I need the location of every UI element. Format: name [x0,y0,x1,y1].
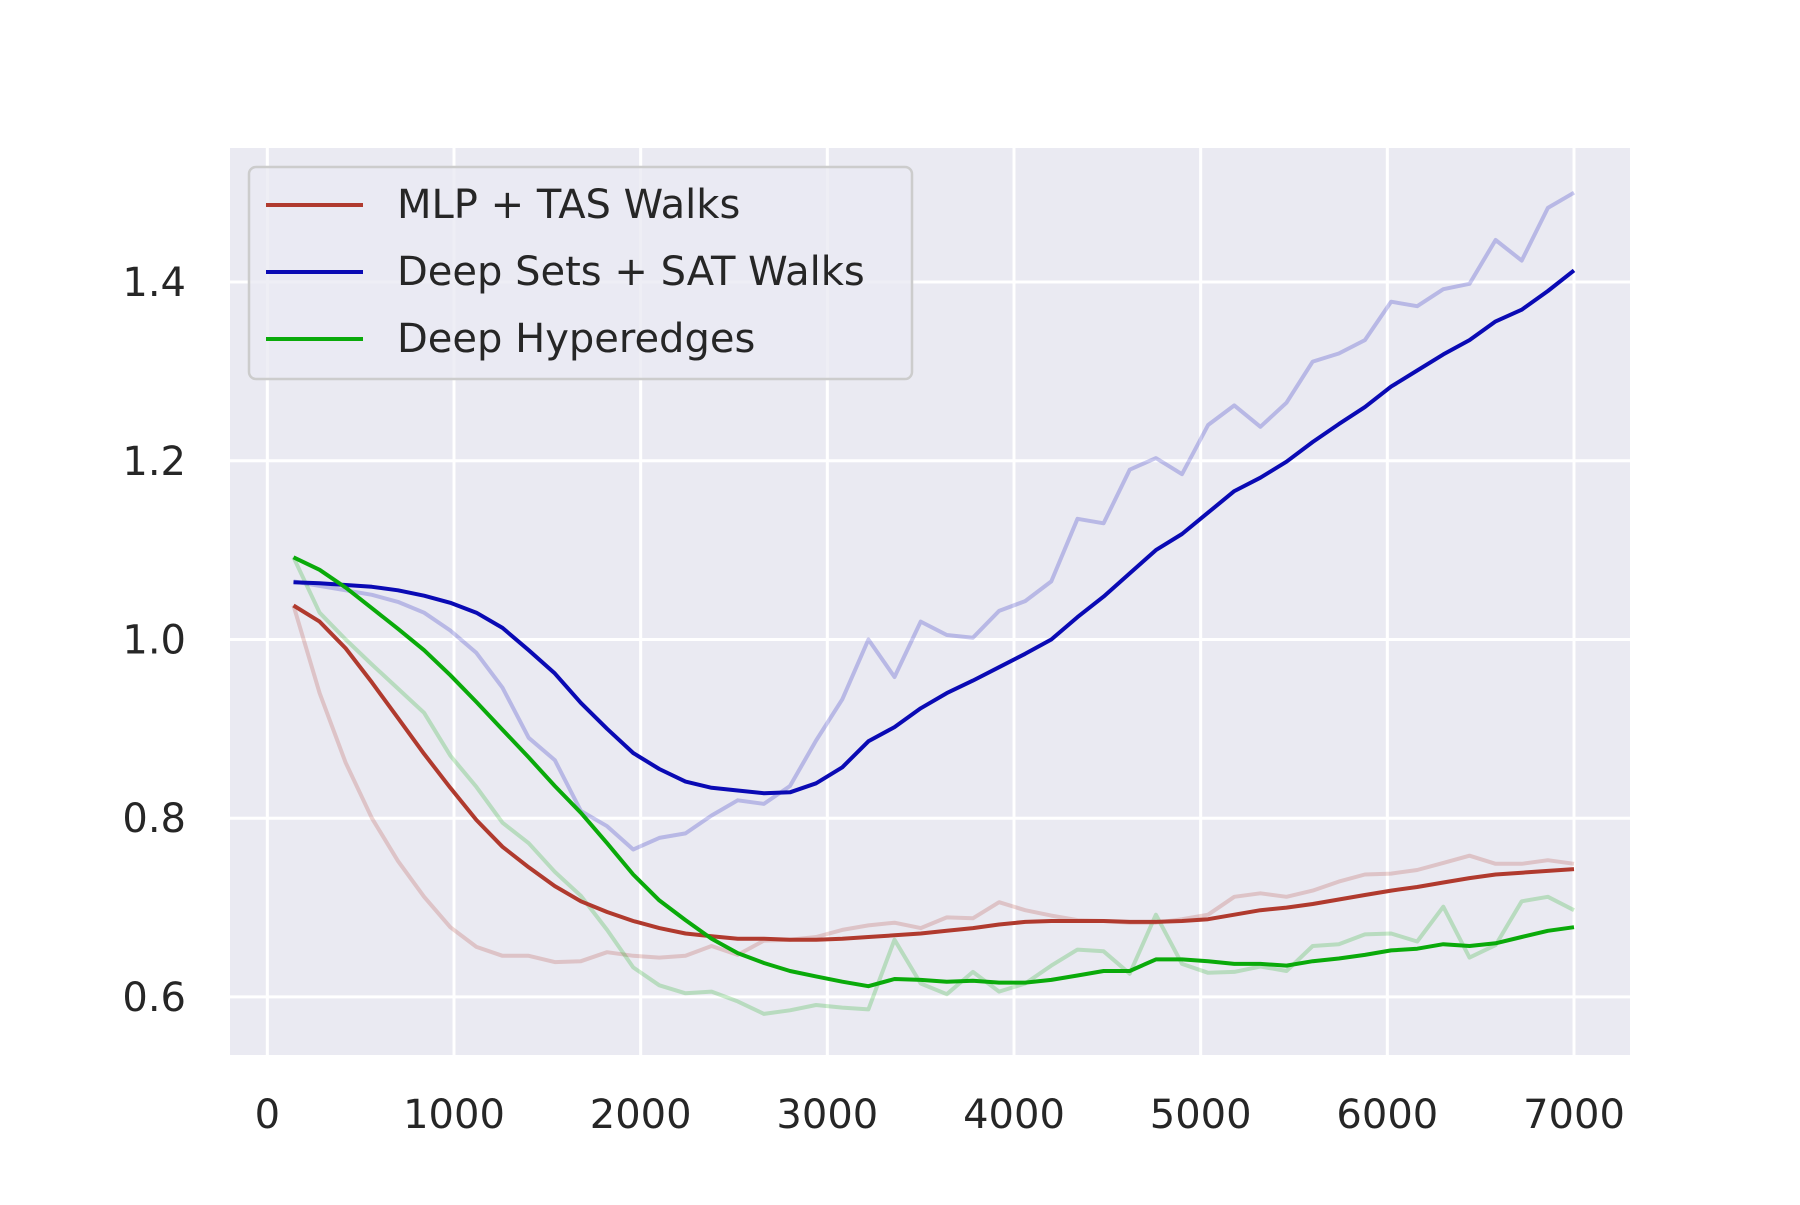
y-tick-label: 0.8 [122,796,186,842]
y-axis-tick-labels: 0.6 0.8 1.0 1.2 1.4 [122,260,186,1021]
series-raw-line-deep-hyperedges [291,556,1575,1016]
x-tick-label: 6000 [1336,1092,1438,1138]
y-tick-label: 1.4 [122,260,186,306]
legend-label-deep-sets-sat-walks: Deep Sets + SAT Walks [397,249,865,295]
x-tick-label: 4000 [963,1092,1065,1138]
x-tick-label: 3000 [776,1092,878,1138]
legend: MLP + TAS Walks Deep Sets + SAT Walks De… [247,165,914,381]
x-tick-label: 5000 [1150,1092,1252,1138]
x-axis-tick-labels: 0 1000 2000 3000 4000 5000 6000 7000 [255,1092,1625,1138]
legend-label-deep-hyperedges: Deep Hyperedges [397,316,755,362]
series-line-mlp-tas-walks [292,603,1575,942]
raw-series-lines [291,190,1576,1016]
x-tick-label: 1000 [403,1092,505,1138]
series-line-deep-hyperedges [292,555,1575,989]
legend-label-mlp-tas-walks: MLP + TAS Walks [397,182,740,228]
y-tick-label: 1.0 [122,617,186,663]
y-tick-label: 1.2 [122,439,186,485]
x-tick-label: 2000 [590,1092,692,1138]
series-raw-line-mlp-tas-walks [291,604,1575,965]
x-tick-label: 0 [255,1092,280,1138]
legend-box [247,165,914,381]
series-raw-line-deep-sets-sat-walks [293,190,1576,852]
smoothed-series-lines [292,268,1576,989]
y-tick-label: 0.6 [122,975,186,1021]
x-tick-label: 7000 [1523,1092,1625,1138]
series-line-deep-sets-sat-walks [293,268,1576,796]
